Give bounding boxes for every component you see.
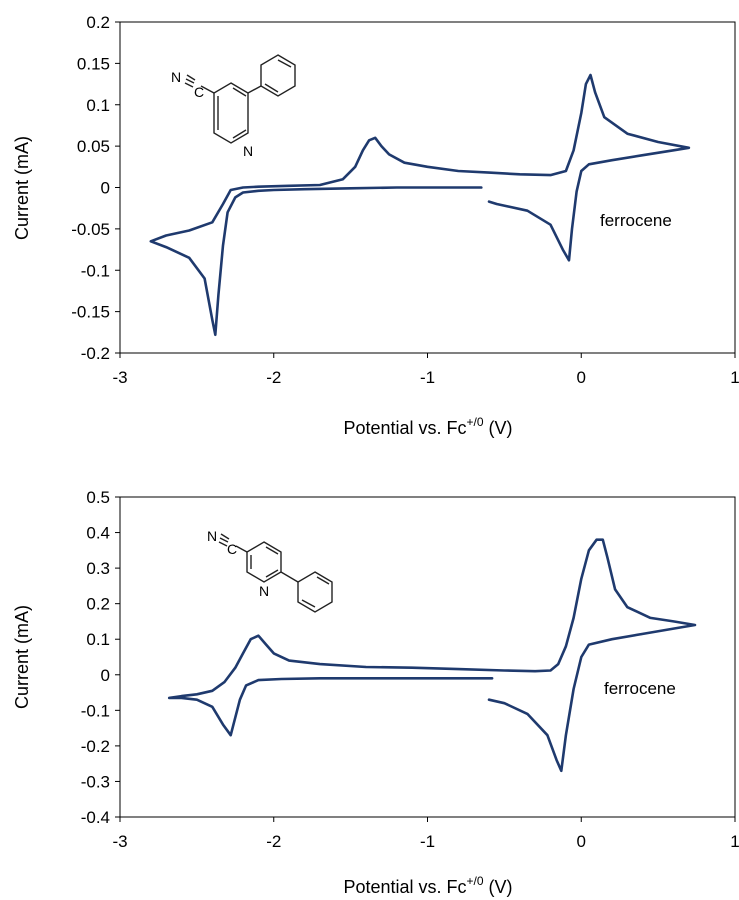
y-tick-label: -0.15 <box>71 303 110 322</box>
y-tick-labels: -0.2 -0.15 -0.1 -0.05 0 0.05 0.1 0.15 0.2 <box>71 13 120 363</box>
y-tick-label: 0.4 <box>86 524 110 543</box>
x-tick-label: -1 <box>420 832 435 851</box>
carbon-label: C <box>194 84 204 100</box>
cv-curve <box>167 538 697 773</box>
x-tick-label: -2 <box>266 368 281 387</box>
y-tick-label: 0.1 <box>86 96 110 115</box>
x-axis-label: Potential vs. Fc+/0 (V) <box>343 415 512 438</box>
y-tick-label: 0.2 <box>86 13 110 32</box>
y-tick-labels: -0.4 -0.3 -0.2 -0.1 0 0.1 0.2 0.3 0.4 0.5 <box>81 488 120 827</box>
y-tick-label: -0.3 <box>81 772 110 791</box>
x-axis-label: Potential vs. Fc+/0 (V) <box>343 874 512 897</box>
cv-panel-bottom: -3 -2 -1 0 1 -0.4 -0.3 -0.2 -0.1 0 0.1 0.2 0.3 0.4 0.… <box>12 488 739 897</box>
nitrogen-label: N <box>243 143 253 159</box>
y-axis-label: Current (mA) <box>12 605 32 709</box>
y-tick-label: 0.1 <box>86 630 110 649</box>
ferrocene-annotation: ferrocene <box>604 679 676 698</box>
plot-frame <box>119 496 736 818</box>
x-tick-label: -1 <box>420 368 435 387</box>
y-tick-label: 0.2 <box>86 595 110 614</box>
y-tick-label: 0 <box>101 179 110 198</box>
y-tick-label: 0.15 <box>77 54 110 73</box>
nitrogen-label: N <box>259 583 269 599</box>
cv-panel-top: -3 -2 -1 0 1 -0.2 -0.15 -0.1 -0.05 0 0.05 0.1 0.15 0… <box>12 13 739 438</box>
y-tick-label: -0.1 <box>81 261 110 280</box>
y-tick-label: -0.1 <box>81 701 110 720</box>
y-tick-label: -0.2 <box>81 344 110 363</box>
y-tick-label: 0.5 <box>86 488 110 507</box>
y-tick-label: -0.05 <box>71 220 110 239</box>
cv-curve <box>149 73 691 337</box>
carbon-label: C <box>227 541 237 557</box>
y-axis-label: Current (mA) <box>12 136 32 240</box>
y-tick-label: 0.3 <box>86 559 110 578</box>
y-tick-label: 0.05 <box>77 137 110 156</box>
x-tick-labels: -3 -2 -1 0 1 <box>112 353 739 387</box>
nitrogen-label: N <box>207 528 217 544</box>
nitrogen-label: N <box>171 69 181 85</box>
y-tick-label: -0.4 <box>81 808 110 827</box>
y-tick-label: 0 <box>101 666 110 685</box>
x-tick-labels: -3 -2 -1 0 1 <box>112 817 739 851</box>
molecule-structure: N C N <box>207 528 333 613</box>
molecule-structure: N C N <box>171 54 296 159</box>
x-tick-label: 0 <box>577 832 586 851</box>
x-tick-label: 0 <box>577 368 586 387</box>
x-tick-label: 1 <box>730 832 739 851</box>
x-tick-label: -2 <box>266 832 281 851</box>
ferrocene-annotation: ferrocene <box>600 211 672 230</box>
x-tick-label: 1 <box>730 368 739 387</box>
x-tick-label: -3 <box>112 368 127 387</box>
y-tick-label: -0.2 <box>81 737 110 756</box>
x-tick-label: -3 <box>112 832 127 851</box>
